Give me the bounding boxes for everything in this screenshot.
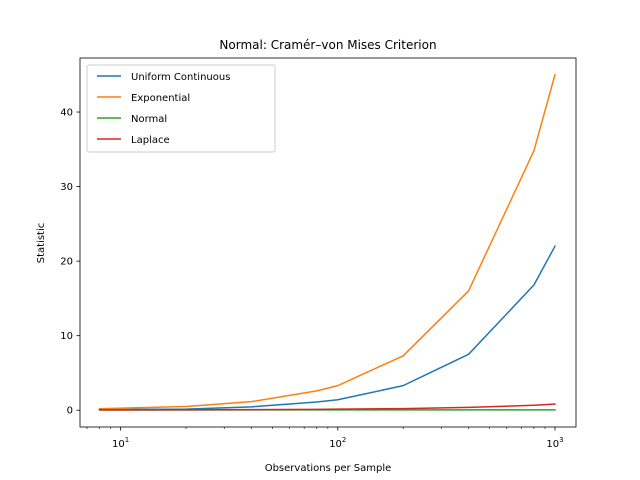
legend-label: Uniform Continuous [131, 72, 230, 83]
series-line-uniform-continuous [98, 245, 556, 411]
x-tick-exponent: 3 [559, 436, 563, 444]
x-tick-exponent: 2 [342, 436, 346, 444]
chart-title: Normal: Cramér–von Mises Criterion [219, 38, 436, 52]
y-tick-label: 40 [60, 108, 73, 119]
series-layer [98, 73, 556, 411]
legend-label: Laplace [131, 135, 170, 146]
series-line-laplace [98, 403, 556, 411]
legend-label: Exponential [131, 93, 190, 104]
y-axis-label: Statistic [36, 223, 47, 264]
legend: Uniform Continuous Exponential Normal Lapla… [86, 64, 276, 153]
y-axis-ticks: 0 10 20 30 40 [60, 108, 80, 417]
x-axis-label: Observations per Sample [265, 463, 392, 474]
series-line-exponential [98, 73, 556, 410]
y-tick-label: 20 [60, 257, 73, 268]
x-tick-exponent: 1 [125, 436, 129, 444]
legend-label: Normal [131, 114, 167, 125]
legend-box [86, 64, 276, 153]
y-tick-label: 30 [60, 182, 73, 193]
y-tick-label: 10 [60, 331, 73, 342]
plot-area [79, 57, 577, 428]
y-tick-label: 0 [67, 406, 73, 417]
